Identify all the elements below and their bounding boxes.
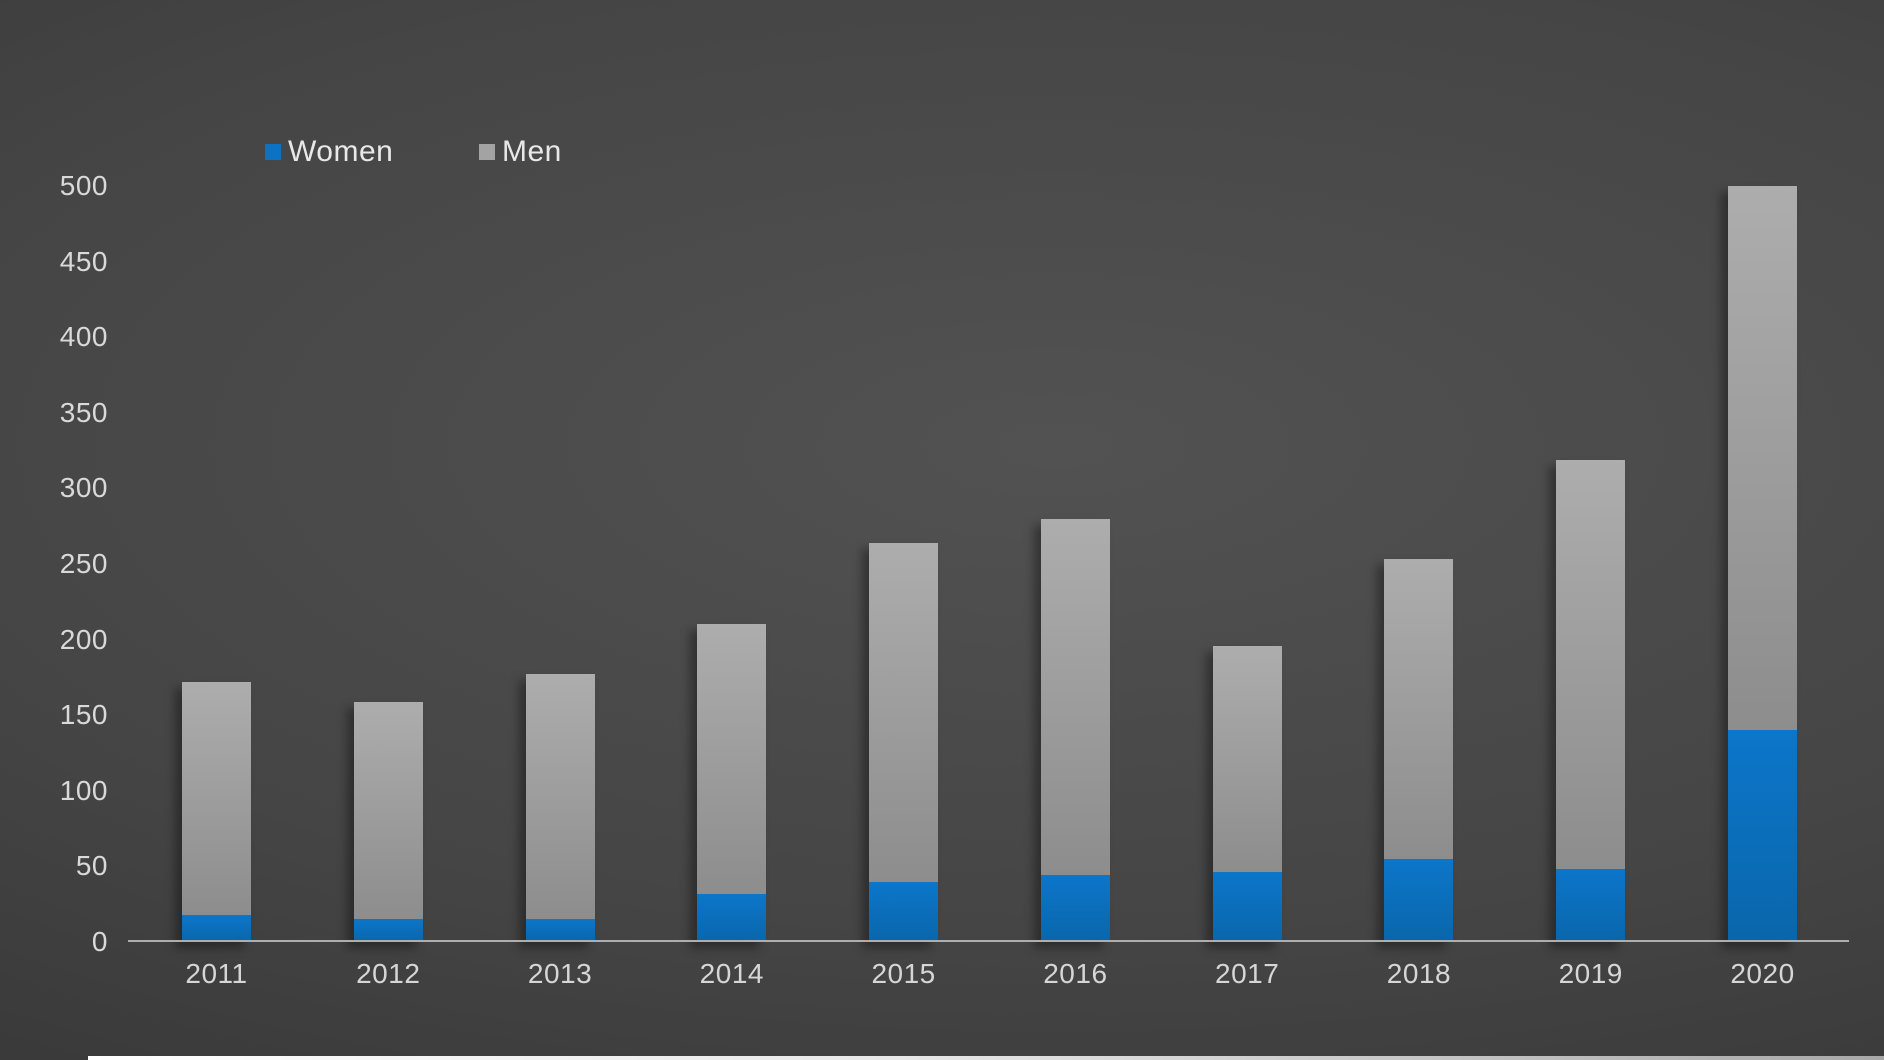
legend-item-women: Women	[265, 136, 393, 168]
x-axis-label-2014: 2014	[699, 958, 764, 989]
bar-2013-men-segment	[525, 674, 595, 920]
bar-stack-2019	[1556, 459, 1626, 942]
y-axis-label: 250	[59, 548, 108, 579]
y-axis-label: 350	[59, 396, 108, 428]
bar-2012-women-segment	[353, 919, 423, 942]
bar-2012-men-segment	[353, 701, 423, 920]
bar-2015-women-segment	[869, 881, 939, 942]
bar-2011-men-segment	[182, 681, 251, 915]
slide-bottom-edge	[88, 1056, 1884, 1060]
x-axis-label-2011: 2011	[185, 958, 248, 989]
x-axis-label-2019: 2019	[1558, 958, 1623, 989]
y-axis-label: 0	[91, 926, 108, 957]
bar-2015-men-segment	[869, 542, 939, 882]
bar-2013-women-segment	[525, 919, 595, 942]
bar-2014-men-segment	[697, 624, 767, 894]
bar-stack-2011	[182, 681, 251, 942]
legend-label-women: Women	[288, 135, 394, 168]
legend-label-men: Men	[502, 135, 562, 168]
bar-stack-2016	[1040, 518, 1110, 942]
legend-item-men: Men	[479, 136, 562, 168]
y-axis-label: 100	[59, 774, 108, 806]
bar-2014-women-segment	[697, 893, 767, 942]
bar-2017-men-segment	[1212, 645, 1282, 873]
x-axis-label-2017: 2017	[1215, 958, 1280, 989]
bar-stack-2018	[1384, 559, 1454, 942]
y-axis-label: 500	[59, 170, 108, 201]
legend-swatch-men-icon	[479, 144, 495, 160]
bar-stack-2012	[353, 701, 423, 942]
bar-stack-2014	[697, 624, 767, 942]
bar-2019-women-segment	[1556, 869, 1626, 942]
bar-stack-2013	[525, 674, 595, 942]
x-axis-line	[128, 940, 1849, 942]
y-axis-label: 450	[59, 245, 108, 277]
bar-stack-2015	[869, 542, 939, 942]
x-axis-label-2018: 2018	[1386, 958, 1452, 989]
x-axis-label-2020: 2020	[1730, 958, 1795, 989]
bar-2018-men-segment	[1384, 559, 1454, 859]
x-axis-label-2016: 2016	[1043, 958, 1108, 989]
x-axis-label-2015: 2015	[871, 958, 936, 989]
bar-2020-women-segment	[1728, 730, 1798, 942]
y-axis-label: 300	[59, 472, 108, 504]
bar-2016-men-segment	[1040, 518, 1110, 876]
x-axis-label-2013: 2013	[527, 958, 593, 989]
y-axis-label: 50	[75, 850, 108, 882]
bar-stack-2017	[1212, 645, 1282, 942]
bar-stack-2020	[1728, 186, 1798, 942]
y-axis-label: 400	[59, 321, 108, 353]
y-axis-label: 200	[59, 623, 108, 655]
x-axis-label-2012: 2012	[356, 958, 421, 989]
bar-2017-women-segment	[1212, 872, 1282, 942]
bar-2016-women-segment	[1040, 875, 1110, 942]
bar-2011-women-segment	[182, 914, 251, 942]
bar-2020-men-segment	[1728, 186, 1798, 731]
bar-2019-men-segment	[1556, 459, 1626, 870]
legend-swatch-women-icon	[265, 144, 281, 160]
y-axis-label: 150	[59, 699, 108, 731]
bar-2018-women-segment	[1384, 858, 1454, 942]
